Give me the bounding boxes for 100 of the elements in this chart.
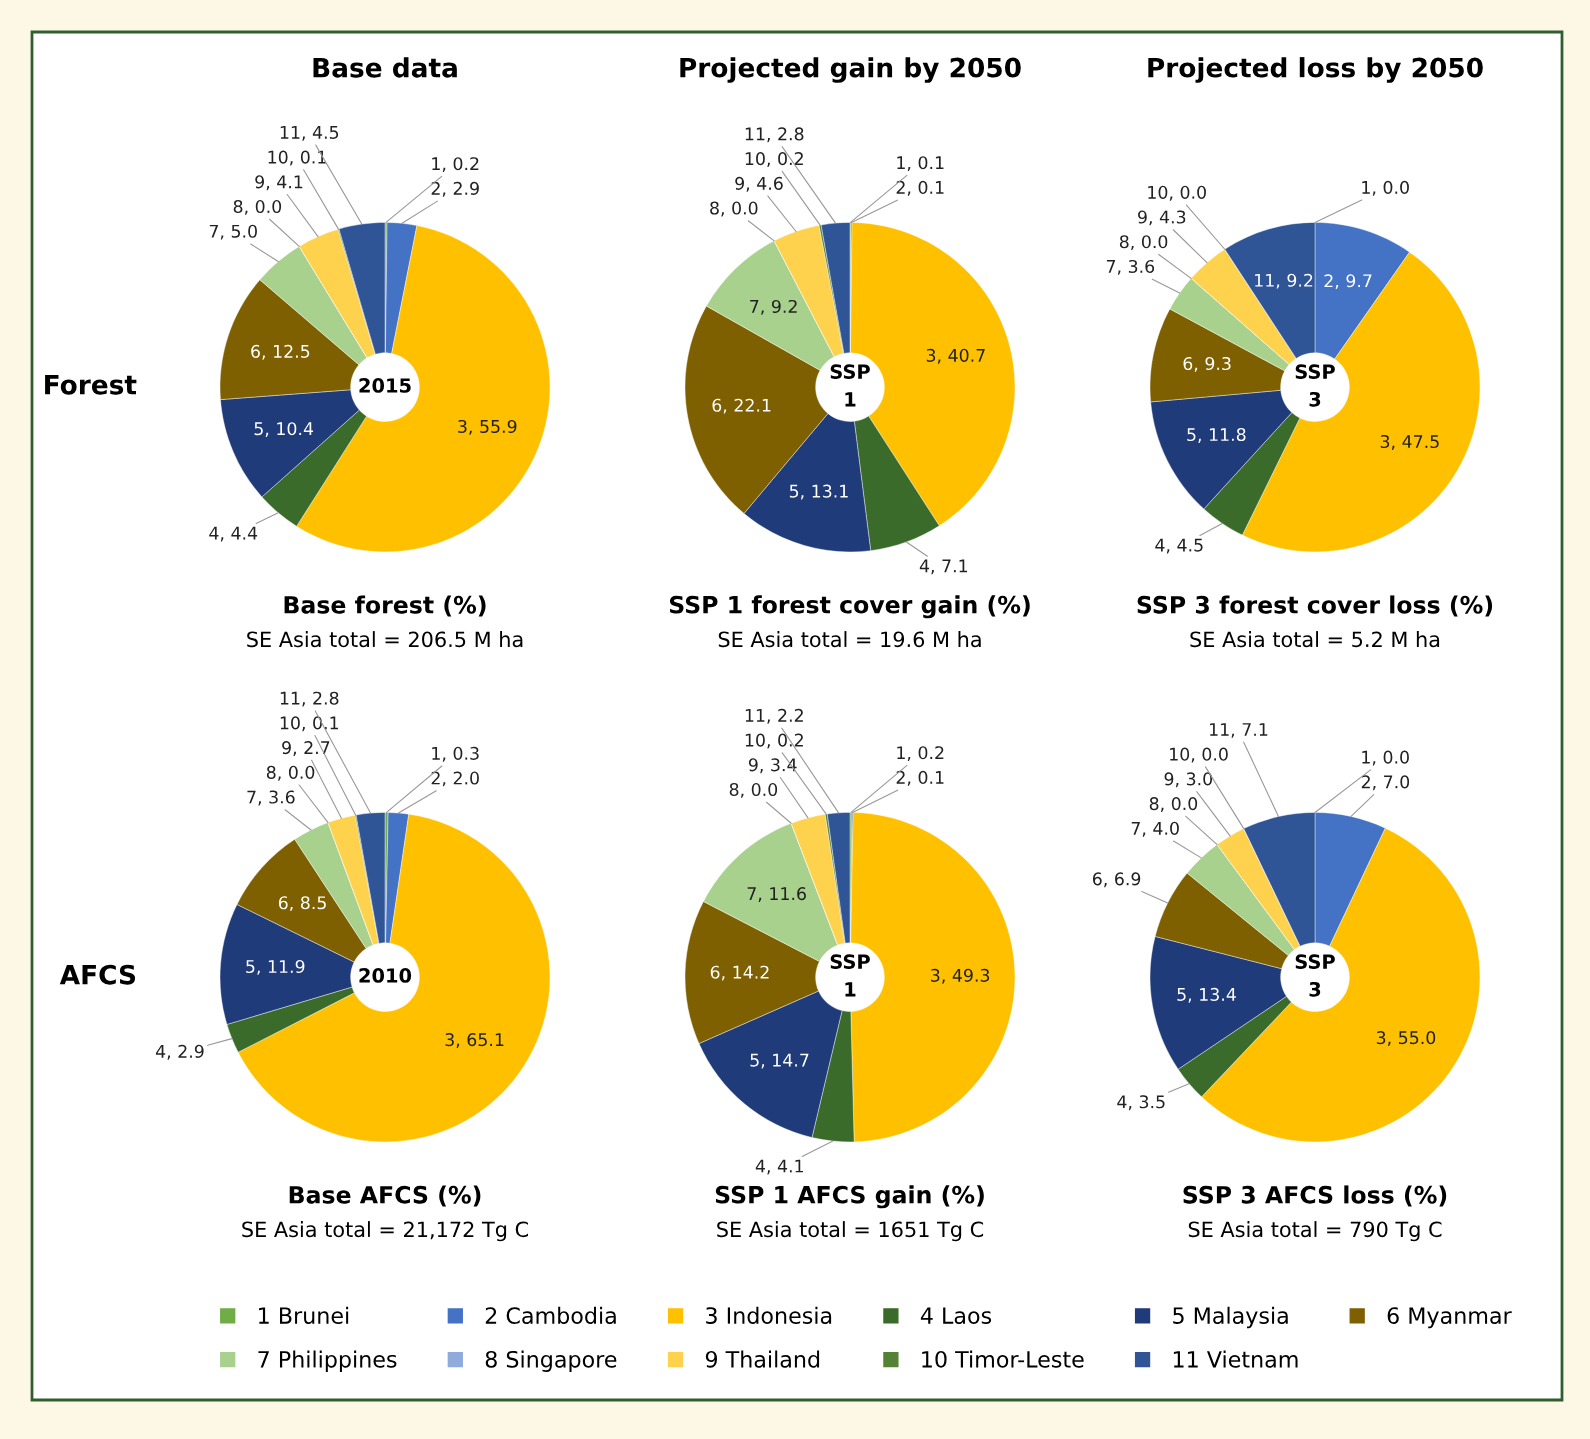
data-label: 2, 2.9 <box>431 181 479 197</box>
legend-label: 11 Vietnam <box>1173 1350 1298 1368</box>
data-label: 7, 5.0 <box>209 224 257 240</box>
text: Base data <box>313 57 457 78</box>
text: 8, 0.0 <box>710 201 758 217</box>
text: SSP 1 forest cover gain (%) <box>669 595 1030 619</box>
text: Projected gain by 2050 <box>680 57 1021 83</box>
text: SE Asia total = 1651 Tg C <box>717 1221 984 1242</box>
text: SE Asia total = 19.6 M ha <box>718 631 981 648</box>
legend-label: 6 Myanmar <box>1387 1307 1512 1329</box>
data-label: 10, 0.1 <box>280 716 339 732</box>
data-label: 2, 0.1 <box>896 770 944 786</box>
data-label: 2, 2.0 <box>431 771 479 787</box>
data-label: 5, 13.4 <box>1177 987 1236 1003</box>
data-label: 1, 0.2 <box>897 746 944 762</box>
data-label: 6, 9.3 <box>1183 356 1231 372</box>
text: Base AFCS (%) <box>289 1185 481 1207</box>
text: 8, 0.0 <box>729 782 778 798</box>
data-label: 6, 14.2 <box>710 965 769 981</box>
data-label: 1, 0.3 <box>432 746 479 762</box>
data-label: 6, 8.5 <box>278 896 326 912</box>
data-label: 5, 10.4 <box>254 422 314 438</box>
data-label: 11, 7.1 <box>1210 723 1268 738</box>
data-label: 9, 3.4 <box>748 758 797 774</box>
data-label: 3, 55.9 <box>458 419 517 435</box>
data-label: 2, 7.0 <box>1361 775 1410 791</box>
text: 2015 <box>359 378 411 393</box>
data-label: 4, 2.9 <box>155 1044 204 1060</box>
data-label: 11, 4.5 <box>280 126 339 141</box>
text: 10, 0.0 <box>1170 747 1228 763</box>
data-label: 7, 3.6 <box>1106 259 1155 275</box>
data-label: 9, 4.3 <box>1138 210 1186 226</box>
data-label: 11, 9.2 <box>1255 273 1313 289</box>
data-label: 5, 11.9 <box>246 959 305 975</box>
text: SSP 1 <box>830 954 870 997</box>
data-label: 1, 0.2 <box>432 157 479 173</box>
data-label: 3, 47.5 <box>1380 434 1439 450</box>
text: AFCS <box>59 964 136 985</box>
data-label: 4, 7.1 <box>919 559 968 575</box>
text: 8, 0.0 <box>266 765 315 781</box>
data-label: 9, 4.1 <box>255 175 303 191</box>
text: SSP 3 <box>1295 364 1335 407</box>
text: SE Asia total = 206.5 M ha <box>247 631 523 648</box>
data-label: 1, 0.1 <box>897 156 944 172</box>
data-label: 7, 11.6 <box>747 887 806 902</box>
data-label: 9, 2.7 <box>282 741 330 756</box>
text: SSP 1 <box>830 364 870 407</box>
text: SE Asia total = 790 Tg C <box>1188 1221 1442 1242</box>
data-label: 3, 40.7 <box>926 348 985 364</box>
legend-label: 2 Cambodia <box>485 1306 616 1324</box>
legend-label: 10 Timor-Leste <box>922 1350 1084 1368</box>
text: 2010 <box>359 968 412 983</box>
data-label: 4, 3.5 <box>1117 1095 1165 1111</box>
legend-label: 8 Singapore <box>485 1350 617 1372</box>
legend-label: 7 Philippines <box>258 1350 397 1372</box>
text: Base forest (%) <box>284 595 486 617</box>
data-label: 4, 4.4 <box>209 526 258 542</box>
data-label: 6, 6.9 <box>1092 872 1141 888</box>
data-label: 10, 0.2 <box>745 152 803 167</box>
data-label: 10, 0.2 <box>745 733 803 749</box>
data-label: 11, 2.2 <box>745 708 803 724</box>
legend-label: 3 Indonesia <box>706 1306 832 1324</box>
text: SSP 3 AFCS loss (%) <box>1183 1185 1447 1207</box>
text: Forest <box>45 375 137 395</box>
text: Projected loss by 2050 <box>1148 57 1483 83</box>
data-label: 2, 0.1 <box>896 180 944 196</box>
data-label: 7, 3.6 <box>247 790 295 806</box>
data-label: 2, 9.7 <box>1324 274 1372 290</box>
data-label: 3, 55.0 <box>1376 1031 1436 1046</box>
data-label: 10, 0.1 <box>268 150 326 166</box>
text: 8, 0.0 <box>1149 797 1198 812</box>
legend-label: 4 Laos <box>920 1307 992 1324</box>
data-label: 7, 4.0 <box>1131 821 1179 837</box>
text: 10, 0.0 <box>1148 185 1206 201</box>
data-label: 11, 2.8 <box>745 127 804 143</box>
legend-label: 1 Brunei <box>259 1306 349 1324</box>
text: SE Asia total = 5.2 M ha <box>1190 631 1440 648</box>
data-label: 5, 11.8 <box>1187 427 1246 443</box>
data-label: 4, 4.5 <box>1155 538 1203 554</box>
data-label: 5, 13.1 <box>789 484 848 500</box>
data-label: 5, 14.7 <box>750 1053 809 1069</box>
text: SSP 3 forest cover loss (%) <box>1137 595 1493 617</box>
text: 1, 0.0 <box>1362 750 1409 766</box>
data-label: 6, 12.5 <box>251 344 310 360</box>
text: 8, 0.0 <box>1119 235 1168 251</box>
data-label: 4, 4.1 <box>755 1159 804 1175</box>
text: 1, 0.0 <box>1362 180 1409 196</box>
data-label: 9, 4.6 <box>735 176 783 192</box>
text: SSP 3 <box>1295 954 1335 997</box>
text: SE Asia total = 21,172 Tg C <box>242 1221 529 1242</box>
data-label: 7, 9.2 <box>750 299 797 315</box>
data-label: 6, 22.1 <box>712 398 771 414</box>
data-label: 3, 49.3 <box>931 968 990 984</box>
text: 8, 0.0 <box>233 199 282 215</box>
data-label: 11, 2.8 <box>280 691 339 707</box>
legend-label: 9 Thailand <box>705 1350 820 1368</box>
data-label: 9, 3.0 <box>1164 772 1213 788</box>
data-label: 3, 65.1 <box>445 1033 504 1048</box>
text: SSP 1 AFCS gain (%) <box>715 1185 984 1209</box>
legend-label: 5 Malaysia <box>1173 1306 1288 1329</box>
